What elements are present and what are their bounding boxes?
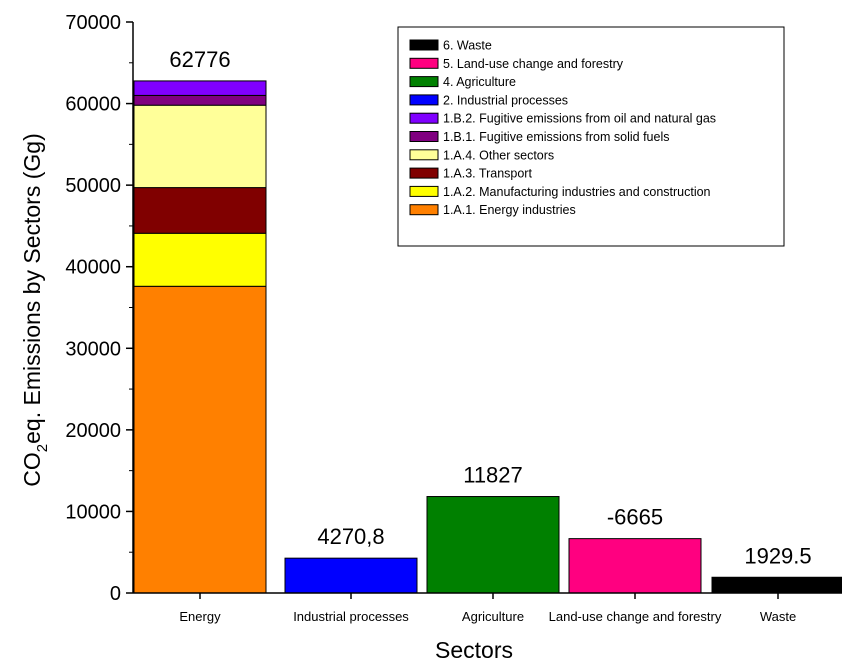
- legend-entry-label: 1.A.4. Other sectors: [443, 148, 554, 162]
- y-ticks-group: 0 10000 20000 30000 40000 50000 60000 70000: [65, 12, 133, 605]
- legend-swatch: [409, 131, 439, 142]
- legend-entry-label: 1.B.1. Fugitive emissions from solid fue…: [443, 130, 669, 144]
- legend-frame: [397, 26, 785, 247]
- bar-segment: [133, 232, 267, 287]
- x-tick-label: Industrial processes: [293, 609, 409, 624]
- legend-swatch: [409, 185, 439, 197]
- x-axis-title: Sectors: [435, 637, 513, 663]
- bars-group: [133, 80, 842, 594]
- bar-segment: [133, 94, 267, 106]
- y-axis-title: CO2eq. Emissions by Sectors (Gg): [19, 133, 51, 486]
- legend-entry-label: 5. Land-use change and forestry: [443, 57, 624, 71]
- bar-segment: [133, 285, 267, 594]
- data-labels-group: 62776 4270,8 11827 -6665 1929.5: [169, 47, 811, 568]
- legend-swatch: [409, 204, 439, 216]
- bar-segment: [133, 187, 267, 234]
- legend-swatch: [409, 76, 439, 88]
- x-ticks-group: Energy Industrial processes Agriculture Lan…: [179, 593, 796, 624]
- y-tick-label: 20000: [65, 420, 121, 442]
- y-tick-label: 10000: [65, 501, 121, 523]
- y-tick-label: 60000: [65, 94, 121, 116]
- bar-segment: [133, 104, 267, 189]
- legend-entry-label: 4. Agriculture: [443, 75, 516, 89]
- x-tick-label: Waste: [760, 609, 796, 624]
- legend-swatch: [409, 39, 439, 51]
- legend-swatch: [409, 112, 439, 124]
- bar-segment: [568, 538, 702, 594]
- legend-entry-label: 1.A.3. Transport: [443, 167, 532, 181]
- legend-swatch: [409, 94, 439, 106]
- legend-entry-label: 2. Industrial processes: [443, 93, 568, 107]
- y-tick-label: 70000: [65, 12, 121, 34]
- bar-segment: [426, 496, 560, 594]
- legend-entry-label: 1.B.2. Fugitive emissions from oil and n…: [443, 112, 716, 126]
- x-tick-label: Land-use change and forestry: [549, 609, 722, 624]
- legend: 6. Waste 5. Land-use change and forestry 4…: [397, 26, 785, 247]
- bar-segment: [133, 80, 267, 96]
- legend-swatch: [409, 167, 439, 179]
- data-label: -6665: [607, 505, 663, 530]
- y-tick-label: 0: [110, 583, 121, 605]
- bar-segment: [284, 557, 418, 594]
- x-tick-label: Energy: [179, 609, 221, 624]
- bar-segment: [711, 576, 842, 594]
- y-tick-label: 30000: [65, 338, 121, 360]
- data-label: 62776: [169, 47, 230, 72]
- legend-entry-label: 1.A.2. Manufacturing industries and cons…: [443, 185, 711, 199]
- data-label: 4270,8: [317, 524, 384, 549]
- data-label: 11827: [463, 463, 523, 488]
- legend-entry-label: 1.A.1. Energy industries: [443, 203, 576, 217]
- legend-swatch: [409, 149, 439, 161]
- y-tick-label: 50000: [65, 175, 121, 197]
- legend-entry-label: 6. Waste: [443, 39, 492, 53]
- legend-swatch: [409, 57, 439, 69]
- data-label: 1929.5: [744, 543, 811, 568]
- y-tick-label: 40000: [65, 257, 121, 279]
- x-tick-label: Agriculture: [462, 609, 524, 624]
